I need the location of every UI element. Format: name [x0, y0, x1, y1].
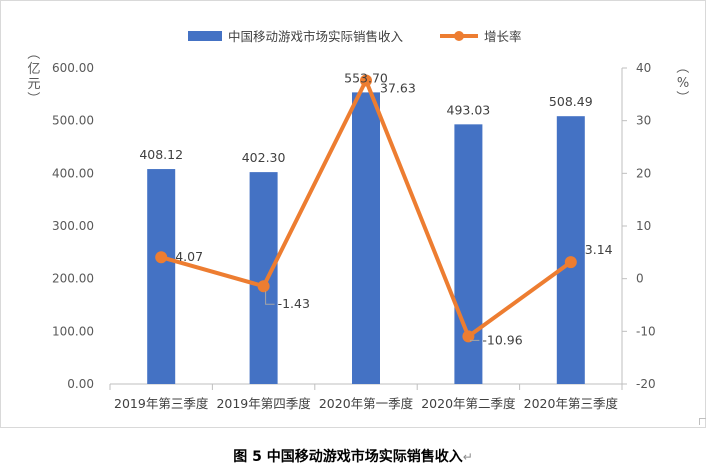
revenue-bar [556, 116, 585, 385]
y-right-tick-label: 10 [636, 219, 651, 233]
growth-data-label: -10.96 [482, 332, 522, 347]
revenue-bar [249, 172, 278, 384]
y-right-tick-label: 20 [636, 166, 651, 180]
x-category-label: 2019年第三季度 [114, 396, 209, 411]
legend-line-marker [454, 31, 464, 41]
corner-mark [699, 418, 706, 425]
y-left-tick-label: 100.00 [52, 324, 94, 338]
y-left-tick-label: 600.00 [52, 61, 94, 75]
chart-svg: 0.00 100.00 200.00 300.00 400.00 500.00 600.00… [25, 29, 689, 411]
y-left-unit-label: （ 亿元） [25, 46, 41, 104]
data-labels-group: 408.12 402.30 553.70 493.03 508.49 4.07 -1.43 3… [139, 70, 612, 347]
y-right-unit-label-char: ） [674, 90, 689, 103]
x-category-label: 2020年第二季度 [421, 396, 516, 411]
y-right-tick-label: 40 [636, 61, 651, 75]
growth-label-leader [469, 339, 480, 342]
y-right-unit-label: （%） [674, 60, 689, 103]
y-left-tick-label: 300.00 [52, 219, 94, 233]
y-right-tick-label: 30 [636, 114, 651, 128]
y-right-unit-label-char: % [677, 76, 689, 91]
y-left-tick-label: 0.00 [67, 377, 94, 391]
y-right-tick-label: 0 [636, 272, 644, 286]
revenue-bar [352, 92, 380, 384]
growth-data-label: -1.43 [278, 296, 310, 311]
revenue-data-label: 508.49 [549, 94, 593, 109]
y-left-unit-label-char: 元 [27, 77, 40, 92]
legend-bar-swatch [188, 31, 222, 41]
revenue-bar [454, 124, 483, 385]
y-left-unit-label-char: ） [25, 91, 40, 104]
x-category-label: 2019年第四季度 [216, 396, 311, 411]
caption-text: 图 5 中国移动游戏市场实际销售收入 [233, 449, 463, 465]
revenue-bar [147, 169, 176, 384]
y-left-tick-label: 200.00 [52, 272, 94, 286]
legend-line-label: 增长率 [484, 29, 522, 44]
growth-line-group [155, 74, 577, 343]
axes-group: 0.00 100.00 200.00 300.00 400.00 500.00 600.00… [25, 46, 689, 411]
y-right-tick-label: -10 [636, 324, 656, 338]
y-left-unit-label-char: （ [25, 46, 40, 59]
x-category-label: 2020年第一季度 [319, 396, 414, 411]
revenue-data-label: 402.30 [242, 150, 286, 165]
growth-point [257, 280, 270, 293]
growth-point [564, 256, 577, 269]
growth-data-label: 3.14 [585, 242, 613, 257]
legend: 中国移动游戏市场实际销售收入 增长率 [188, 29, 522, 44]
growth-data-label: 4.07 [175, 249, 203, 264]
growth-point [462, 330, 475, 343]
figure-caption: 图 5 中国移动游戏市场实际销售收入↵ [0, 446, 706, 466]
legend-bar-label: 中国移动游戏市场实际销售收入 [228, 29, 404, 44]
growth-point [360, 74, 372, 87]
x-category-label: 2020年第三季度 [524, 396, 619, 411]
growth-data-label: 37.63 [380, 80, 416, 95]
y-left-tick-label: 400.00 [52, 166, 94, 180]
revenue-data-label: 553.70 [344, 70, 388, 85]
revenue-data-label: 408.12 [139, 147, 183, 162]
growth-point [155, 251, 168, 264]
growth-label-leader [265, 291, 275, 305]
revenue-data-label: 493.03 [447, 102, 491, 117]
return-mark: ↵ [462, 450, 473, 464]
y-left-unit-label-char: 亿 [27, 62, 40, 77]
y-right-tick-label: -20 [636, 377, 656, 391]
y-left-tick-label: 500.00 [52, 114, 94, 128]
y-right-unit-label-char: （ [674, 60, 689, 73]
